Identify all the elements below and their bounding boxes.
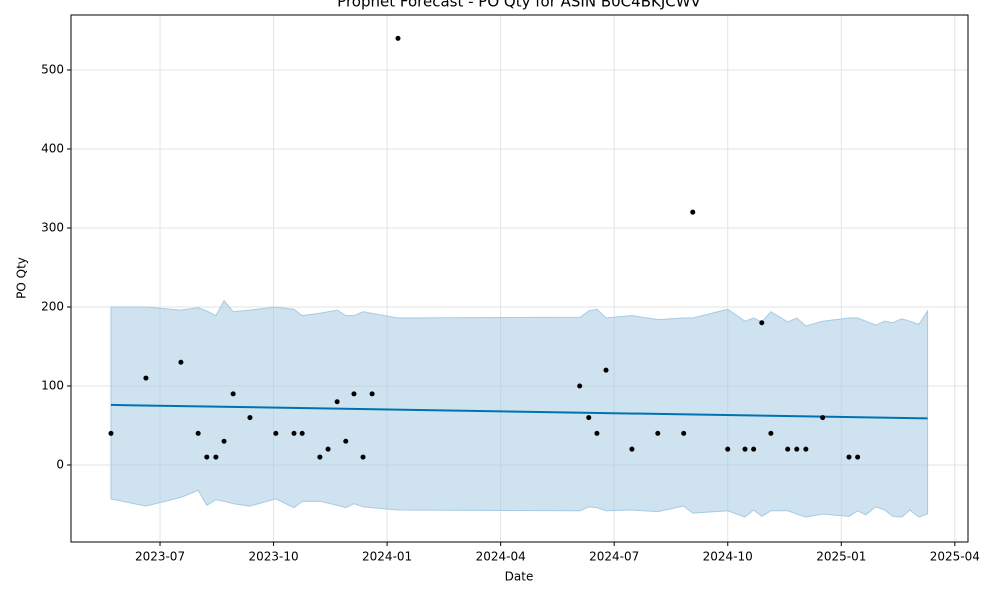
- confidence-band: [110, 299, 929, 518]
- data-point: [395, 35, 401, 41]
- data-point: [577, 383, 583, 389]
- data-point: [143, 375, 149, 381]
- forecast-line: [110, 403, 928, 420]
- data-point: [334, 399, 340, 405]
- y-tick-label: 400: [41, 141, 64, 155]
- data-point: [343, 438, 349, 444]
- x-tick-label: 2024-07: [589, 550, 639, 564]
- data-point: [803, 446, 809, 452]
- data-point: [230, 391, 236, 397]
- data-point: [273, 430, 279, 436]
- data-point: [178, 359, 184, 365]
- data-point: [785, 446, 791, 452]
- x-tick-label: 2025-04: [930, 550, 980, 564]
- y-tick-label: 100: [41, 378, 64, 392]
- data-point: [655, 430, 661, 436]
- y-tick-label: 300: [41, 220, 64, 234]
- data-point: [291, 430, 297, 436]
- x-tick-label: 2024-10: [703, 550, 753, 564]
- data-point: [351, 391, 357, 397]
- data-point: [725, 446, 731, 452]
- data-point: [369, 391, 375, 397]
- data-point: [742, 446, 748, 452]
- chart-title: Prophet Forecast - PO Qty for ASIN B0C4B…: [337, 0, 701, 11]
- data-point: [586, 415, 592, 421]
- data-point: [594, 430, 600, 436]
- data-point: [751, 446, 757, 452]
- x-tick-label: 2025-01: [816, 550, 866, 564]
- data-point: [204, 454, 210, 460]
- data-point: [855, 454, 861, 460]
- data-point: [317, 454, 323, 460]
- data-point: [846, 454, 852, 460]
- x-axis-label: Date: [505, 570, 534, 584]
- data-point: [629, 446, 635, 452]
- data-point: [820, 415, 826, 421]
- data-point: [247, 415, 253, 421]
- data-point: [603, 367, 609, 373]
- data-point: [195, 430, 201, 436]
- x-tick-label: 2023-07: [135, 550, 185, 564]
- data-point: [221, 438, 227, 444]
- data-point: [325, 446, 331, 452]
- x-tick-label: 2024-01: [362, 550, 412, 564]
- data-point: [681, 430, 687, 436]
- data-point: [213, 454, 219, 460]
- data-point: [299, 430, 305, 436]
- x-tick-label: 2024-04: [476, 550, 526, 564]
- y-tick-label: 200: [41, 299, 64, 313]
- data-point: [768, 430, 774, 436]
- data-point: [794, 446, 800, 452]
- data-point: [360, 454, 366, 460]
- y-axis-label: PO Qty: [15, 257, 29, 299]
- data-point: [108, 430, 114, 436]
- y-tick-label: 500: [41, 62, 64, 76]
- data-point: [690, 209, 696, 215]
- plot-frame: [70, 14, 969, 543]
- y-tick-label: 0: [56, 457, 64, 471]
- x-tick-label: 2023-10: [248, 550, 298, 564]
- data-point: [759, 320, 765, 326]
